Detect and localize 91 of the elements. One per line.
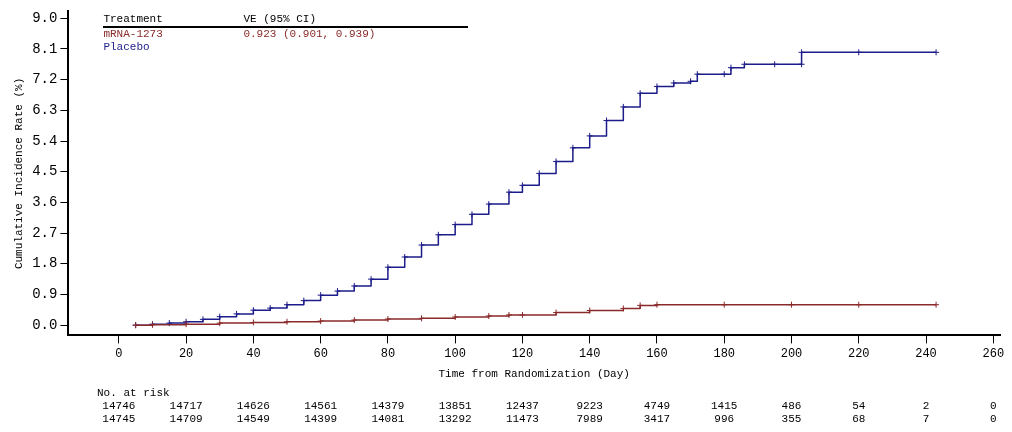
point (727, 64, 735, 72)
point (798, 48, 806, 56)
point (233, 310, 241, 318)
point (586, 132, 594, 140)
point (653, 82, 661, 90)
y-tick-label: 2.7 (32, 224, 58, 241)
x-tick-label: 0 (115, 346, 123, 361)
point (636, 301, 644, 309)
y-tick-label: 1.8 (32, 255, 58, 272)
point (687, 77, 695, 85)
point (771, 60, 779, 68)
point (505, 311, 513, 319)
y-tick-label: 4.5 (32, 163, 58, 180)
annotation: 0.923 (0.901, 0.939) (243, 28, 376, 42)
x-tick-label: 200 (780, 346, 803, 361)
point (485, 312, 493, 320)
text: No. at risk (97, 387, 170, 399)
point (367, 275, 375, 283)
text: Placebo (103, 41, 151, 55)
y-tick-label: 0.0 (32, 316, 58, 333)
point (333, 287, 341, 295)
point (485, 200, 493, 208)
point (401, 253, 409, 261)
point (384, 315, 392, 323)
point (518, 311, 526, 319)
point (720, 70, 728, 78)
y-tick-label: 9.0 (32, 9, 58, 26)
point (855, 301, 863, 309)
point (249, 306, 257, 314)
point (216, 313, 224, 321)
point (317, 291, 325, 299)
x-tick-label: 40 (246, 346, 261, 361)
point (266, 304, 274, 312)
point (216, 319, 224, 327)
x-tick-label: 20 (178, 346, 194, 361)
x-tick-label: 140 (578, 346, 601, 361)
point (300, 297, 308, 305)
point (552, 157, 560, 165)
x-tick-label: 220 (847, 346, 870, 361)
x-tick-label: 80 (380, 346, 396, 361)
point (418, 314, 426, 322)
legend-title: Treatment (103, 13, 164, 27)
point (451, 313, 459, 321)
point (165, 319, 173, 327)
point (552, 309, 560, 317)
point (535, 169, 543, 177)
point (569, 144, 577, 152)
point (653, 301, 661, 309)
text: 14746 14717 14626 14561 14379 13851 12437 9223 4749 1415 486 54 2 0 (102, 400, 997, 412)
point (350, 316, 358, 324)
point (855, 48, 863, 56)
x-axis-title: Time from Randomization (Day) (438, 368, 630, 381)
y-tick-label: 0.9 (32, 286, 58, 303)
point (283, 318, 291, 326)
point (505, 188, 513, 196)
point (670, 79, 678, 87)
point (384, 263, 392, 271)
annotation: VE (95% CI) (243, 13, 317, 27)
y-tick-label: 7.2 (32, 71, 58, 88)
point (787, 301, 795, 309)
point (798, 60, 806, 68)
y-tick-label: 3.6 (32, 194, 58, 211)
point (740, 60, 748, 68)
point (317, 317, 325, 325)
y-axis-title: Cumulative Incidence Rate (%) (12, 77, 25, 270)
x-tick-label: 120 (511, 346, 534, 361)
point (619, 103, 627, 111)
point (693, 70, 701, 78)
x-tick-label: 180 (713, 346, 736, 361)
point (350, 282, 358, 290)
point (518, 181, 526, 189)
text: mRNA-1273 (103, 28, 164, 42)
y-tick-label: 5.4 (32, 132, 58, 149)
x-tick-label: 160 (646, 346, 668, 361)
point (636, 89, 644, 97)
y-tick-label: 6.3 (32, 102, 58, 119)
point (283, 301, 291, 309)
point (451, 221, 459, 229)
text: 14745 14709 14549 14399 14081 13292 11473 7989 3417 996 355 68 7 0 (102, 413, 997, 425)
point (434, 231, 442, 239)
point (619, 304, 627, 312)
point (418, 241, 426, 249)
point (468, 210, 476, 218)
x-tick-label: 60 (313, 346, 328, 361)
x-tick-label: 260 (982, 346, 1005, 361)
x-tick-label: 240 (915, 346, 937, 361)
y-tick-label: 8.1 (32, 40, 58, 57)
point (199, 315, 207, 323)
point (249, 318, 257, 326)
point (720, 301, 728, 309)
x-tick-label: 100 (444, 346, 466, 361)
